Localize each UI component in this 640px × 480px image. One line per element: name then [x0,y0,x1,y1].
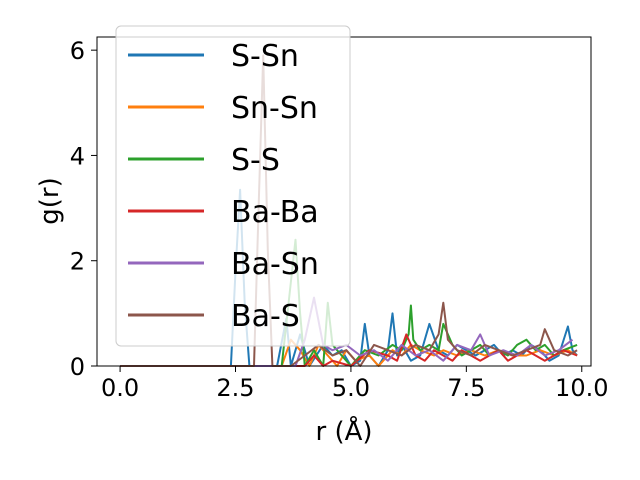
y-tick-label: 0 [70,353,85,381]
y-tick-label: 6 [70,37,85,65]
legend-label-5: Ba-Sn [231,247,319,282]
legend-label-6: Ba-S [231,299,300,334]
x-tick-label: 7.5 [447,374,485,402]
x-tick-label: 0.0 [101,374,139,402]
legend-label-2: Sn-Sn [231,91,318,126]
x-axis-ticks: 0.0 2.5 5.0 7.5 10.0 [101,366,608,402]
legend-label-1: S-Sn [231,39,299,74]
y-tick-label: 2 [70,248,85,276]
x-tick-label: 2.5 [216,374,254,402]
x-tick-label: 5.0 [332,374,370,402]
legend-label-4: Ba-Ba [231,195,319,230]
y-tick-label: 4 [70,142,85,170]
y-axis-label: g(r) [35,177,65,224]
legend-box [115,25,351,347]
legend-label-3: S-S [231,143,280,178]
series-line-5 [120,296,574,367]
x-axis-label: r (Å) [315,415,372,447]
y-axis-ticks: 0 2 4 6 [70,37,97,381]
x-tick-label: 10.0 [555,374,608,402]
legend: S-Sn Sn-Sn S-S Ba-Ba Ba-Sn Ba-S [115,25,351,347]
